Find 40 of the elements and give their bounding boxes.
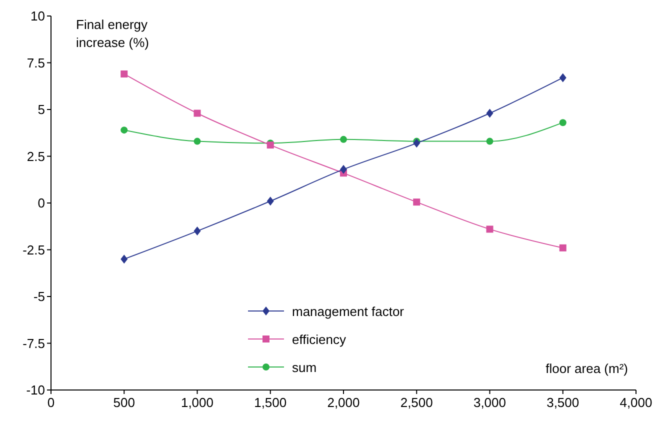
point <box>559 244 566 252</box>
legend-label: efficiency <box>292 332 346 347</box>
point <box>120 126 128 134</box>
point <box>266 196 274 206</box>
point <box>120 254 128 264</box>
x-tick-label: 0 <box>47 395 55 410</box>
y-axis-title: Final energy increase (%) <box>76 17 149 50</box>
x-tick-label: 1,000 <box>180 395 214 410</box>
point <box>194 226 201 236</box>
point <box>413 198 420 206</box>
y-tick-label: 10 <box>30 8 45 24</box>
x-tick-label: 500 <box>113 395 135 410</box>
x-tick-label: 3,000 <box>473 395 506 410</box>
legend-label: sum <box>292 360 317 375</box>
point <box>120 70 128 78</box>
point <box>340 136 347 143</box>
x-tick-label: 1,500 <box>254 395 287 410</box>
y-tick-label: -7.5 <box>22 336 45 351</box>
y-tick-label: 7.5 <box>26 55 45 70</box>
x-tick-label: 2,500 <box>400 395 433 410</box>
legend-label: management factor <box>292 304 405 319</box>
point <box>194 138 201 145</box>
point <box>559 73 566 82</box>
y-tick-label: 2.5 <box>26 148 45 164</box>
y-tick-label: -2.5 <box>22 242 45 258</box>
y-tick-label: 5 <box>38 102 45 117</box>
x-tick-label: 3,500 <box>546 395 580 410</box>
y-tick-label: 0 <box>38 196 45 210</box>
point <box>486 108 494 118</box>
point <box>413 138 420 148</box>
y-tick-label: -10 <box>26 382 45 398</box>
point <box>486 226 494 233</box>
point <box>486 138 494 145</box>
x-tick-label: 2,000 <box>327 395 360 410</box>
point <box>340 164 347 174</box>
x-tick-label: 4,000 <box>620 395 652 410</box>
x-axis-title: floor area (m²) <box>546 361 628 376</box>
point <box>194 110 201 117</box>
point <box>559 119 566 126</box>
y-tick-label: -5 <box>33 289 45 304</box>
